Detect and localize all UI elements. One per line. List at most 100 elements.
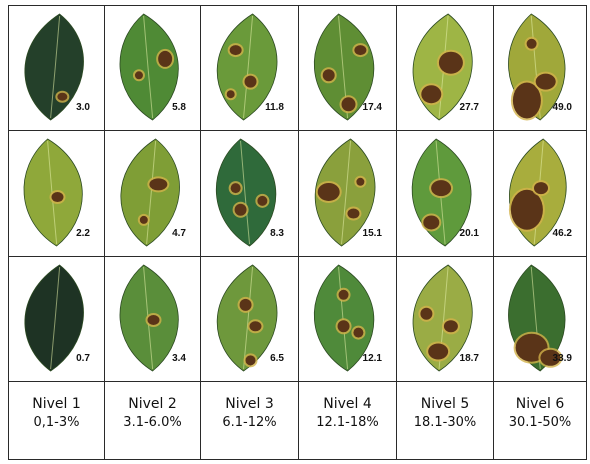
leaf-image [119,13,179,121]
leaf-image [23,138,83,247]
leaf-image [412,264,473,372]
leaf-cell: 8.3 [200,130,299,257]
rust-lesion [347,208,360,219]
rust-lesion [57,92,68,101]
rust-lesion [353,327,364,338]
rust-lesion [244,75,257,88]
rust-lesion [147,315,160,325]
rust-lesion [438,51,463,74]
rust-lesion [356,177,365,186]
leaf-blade [314,138,376,247]
leaf-image [313,264,375,372]
rust-lesion [149,178,168,191]
rust-lesion [226,90,235,99]
severity-value: 12.1 [362,353,382,364]
rust-lesion [257,195,268,206]
rust-lesion [234,203,247,216]
leaf-blade [119,13,179,121]
leaf-image [412,13,473,121]
severity-level: Nivel 6 30.1-50% [493,382,587,460]
rust-lesion [134,71,143,80]
rust-lesion [245,355,256,366]
rust-lesion [512,82,541,119]
leaf-midrib [50,15,61,119]
rust-lesion [510,189,543,230]
severity-value: 20.1 [459,228,479,239]
rust-lesion [51,192,64,203]
leaf-cell: 3.4 [104,256,201,382]
leaf-cell: 15.1 [298,130,397,257]
severity-value: 17.4 [362,102,382,113]
rust-lesion [354,45,367,56]
level-range: 3.1-6.0% [123,415,182,430]
leaf-cell: 33.9 [493,256,587,382]
leaf-blade [216,264,278,372]
severity-value: 5.8 [172,102,186,113]
rust-lesion [534,182,548,195]
severity-value: 11.8 [265,102,284,113]
rust-lesion [535,73,556,90]
leaf-cell: 18.7 [396,256,494,382]
rust-lesion [158,50,173,67]
severity-value: 4.7 [172,228,186,239]
rust-lesion [341,97,356,112]
leaf-image [24,13,84,121]
leaf-cell: 12.1 [298,256,397,382]
leaf-midrib [146,140,157,245]
leaf-image [119,264,179,372]
leaf-cell: 20.1 [396,130,494,257]
level-range: 30.1-50% [508,415,572,430]
rust-lesion [322,69,335,82]
leaf-cell: 2.2 [8,130,105,257]
rust-lesion [423,215,440,230]
level-name: Nivel 6 [515,396,565,412]
rust-lesion [337,320,350,333]
severity-value: 6.5 [270,353,284,364]
level-name: Nivel 3 [225,396,274,412]
leaf-blade [24,13,84,121]
severity-value: 46.2 [552,228,572,239]
rust-lesion [317,182,340,201]
level-range: 18.1-30% [413,415,477,430]
leaf-image [411,138,472,247]
leaf-blade [412,264,473,372]
level-name: Nivel 4 [323,396,372,412]
severity-value: 3.4 [172,353,186,364]
severity-level: Nivel 1 0,1-3% [8,382,105,460]
severity-level: Nivel 4 12.1-18% [298,382,397,460]
level-name: Nivel 5 [420,396,470,412]
level-range: 0,1-3% [33,415,80,430]
severity-level: Nivel 5 18.1-30% [396,382,494,460]
leaf-image [216,264,278,372]
leaf-cell: 27.7 [396,5,494,131]
rust-lesion [230,183,241,194]
severity-value: 49.0 [552,102,572,113]
leaf-image [508,138,567,247]
level-range: 6.1-12% [222,415,277,430]
leaf-image [216,13,278,121]
leaf-blade [24,264,84,372]
severity-value: 8.3 [270,228,284,239]
leaf-midrib [341,140,352,245]
leaf-image [215,138,277,247]
leaf-cell: 49.0 [493,5,587,131]
leaf-blade [313,13,375,121]
rust-lesion [239,298,252,311]
leaf-blade [313,264,375,372]
leaf-midrib [50,266,61,370]
leaf-blade [120,138,180,247]
severity-level: Nivel 3 6.1-12% [200,382,299,460]
rust-lesion [540,349,561,366]
leaf-image [24,264,84,372]
leaf-cell: 5.8 [104,5,201,131]
leaf-image [313,13,375,121]
leaf-cell: 46.2 [493,130,587,257]
leaf-midrib [338,266,349,370]
rust-lesion [229,45,242,56]
severity-value: 15.1 [362,228,382,239]
leaf-image [120,138,180,247]
leaf-image [508,13,566,121]
severity-value: 18.7 [459,353,479,364]
severity-value: 27.7 [459,102,479,113]
